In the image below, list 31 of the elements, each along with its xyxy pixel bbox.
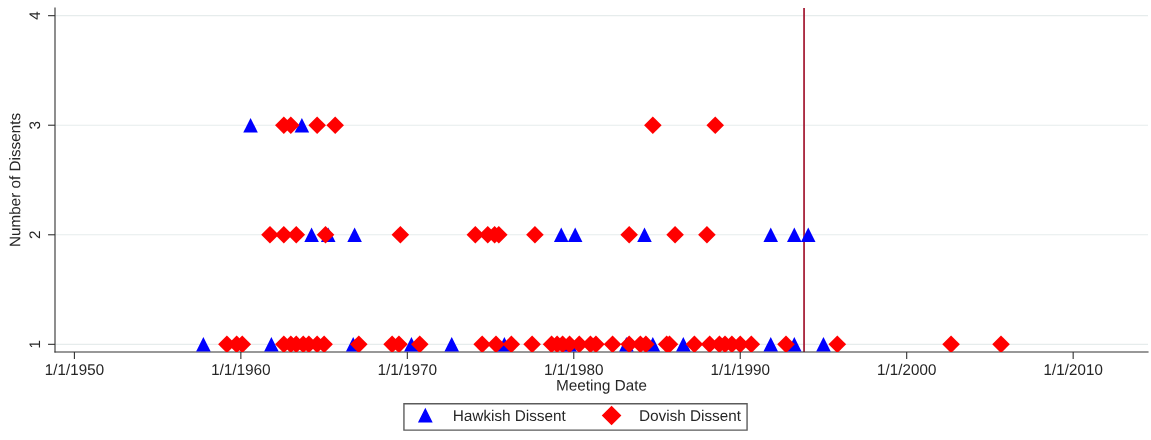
point: [243, 117, 258, 133]
point: [800, 227, 816, 243]
point: [787, 227, 802, 243]
point: [347, 227, 362, 243]
point: [567, 227, 583, 243]
point: [304, 227, 319, 243]
point: [444, 337, 459, 352]
legend-label: Hawkish Dissent: [454, 409, 566, 422]
legend-label: Dovish Dissent: [640, 409, 741, 422]
point: [264, 337, 279, 352]
point: [553, 227, 569, 243]
y-tick-label: 4: [29, 11, 41, 20]
x-tick-label: 1/1/1970: [378, 363, 437, 376]
point: [196, 337, 211, 352]
y-tick-label: 2: [29, 231, 41, 239]
point: [763, 337, 779, 352]
x-tick-label: 1/1/2000: [878, 363, 936, 376]
y-tick-label: 1: [29, 340, 41, 348]
y-tick-label: 3: [29, 121, 41, 129]
x-tick-label: 1/1/1960: [212, 363, 270, 376]
point: [816, 337, 831, 352]
point: [676, 337, 691, 352]
y-axis-title: Number of Dissents: [9, 113, 21, 246]
x-axis-title: Meeting Date: [557, 379, 647, 394]
x-tick-label: 1/1/1950: [45, 363, 104, 376]
point: [637, 227, 652, 243]
x-tick-label: 1/1/1990: [711, 363, 770, 376]
x-tick-label: 1/1/1980: [545, 363, 603, 376]
point: [294, 117, 310, 133]
point: [763, 227, 779, 243]
x-tick-label: 1/1/2010: [1044, 363, 1103, 376]
